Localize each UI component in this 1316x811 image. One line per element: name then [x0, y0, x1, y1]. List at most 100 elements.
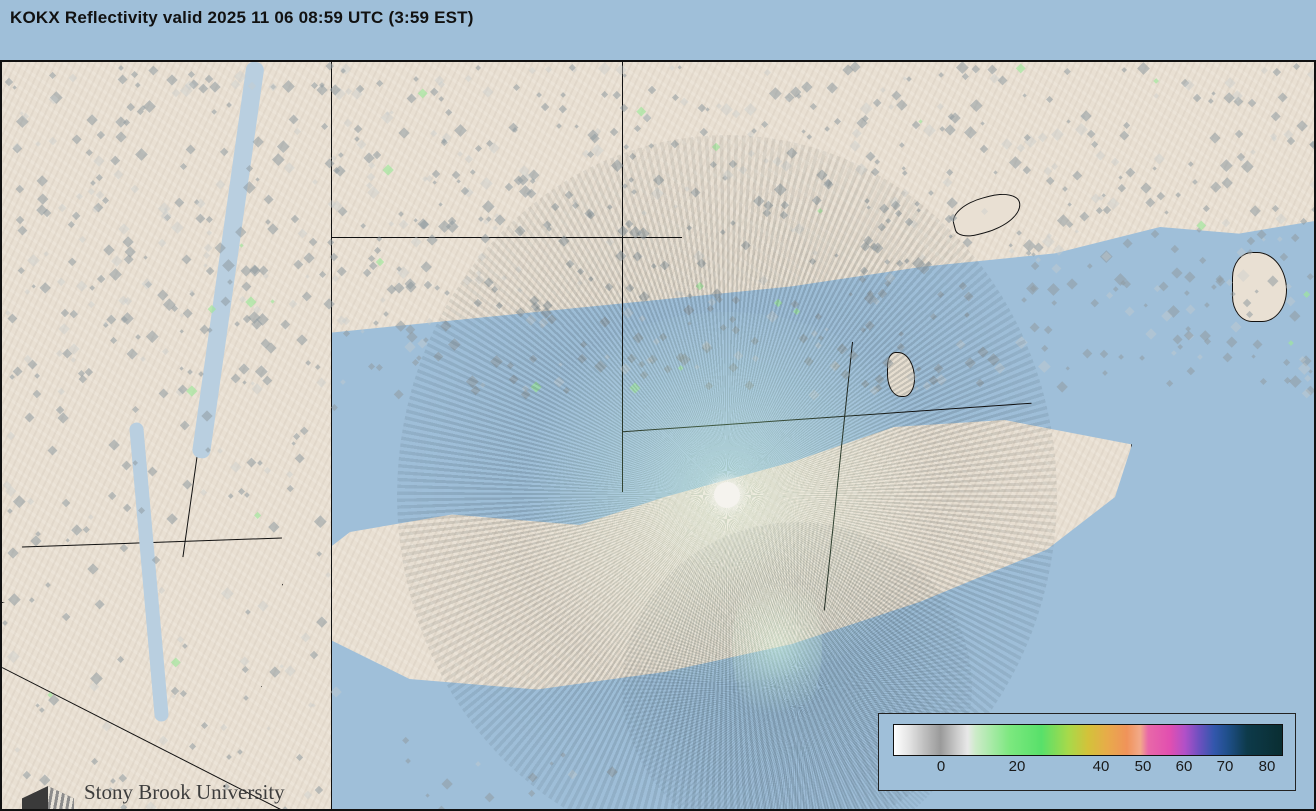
ground-clutter-dot [1038, 360, 1050, 372]
ground-clutter-dot [76, 193, 83, 200]
ground-clutter-dot [342, 330, 349, 337]
ground-clutter-dot [56, 350, 63, 357]
ground-clutter-dot [426, 234, 438, 246]
ground-clutter-dot [980, 122, 984, 126]
ground-clutter-dot [36, 703, 41, 708]
ground-clutter-dot [157, 290, 168, 301]
ground-clutter-dot [1065, 366, 1070, 371]
ground-clutter-dot [1046, 96, 1053, 103]
ground-clutter-dot [208, 305, 216, 313]
tick-70: 70 [1217, 758, 1234, 775]
ground-clutter-dot [454, 125, 467, 138]
colorbar-legend: 0 20 40 50 60 70 80 [878, 713, 1296, 791]
ground-clutter-dot [406, 331, 417, 342]
ground-clutter-dot [143, 101, 156, 114]
ground-clutter-dot [937, 103, 944, 110]
ground-clutter-dot [185, 144, 195, 154]
ground-clutter-dot [88, 514, 93, 519]
ground-clutter-dot [366, 173, 375, 182]
ground-clutter-dot [30, 536, 41, 547]
radar-green-glow-secondary [732, 562, 822, 732]
ground-clutter-dot [1221, 219, 1230, 228]
ground-clutter-dot [138, 507, 145, 514]
ground-clutter-dot [234, 321, 240, 327]
ground-clutter-dot [110, 337, 117, 344]
ground-clutter-dot [144, 255, 148, 259]
ground-clutter-dot [238, 364, 249, 375]
ground-clutter-dot [1184, 330, 1195, 341]
ground-clutter-dot [206, 230, 212, 236]
ground-clutter-dot [362, 269, 371, 278]
ground-clutter-dot [264, 194, 274, 204]
ground-clutter-dot [1186, 366, 1194, 374]
ground-clutter-dot [1286, 296, 1296, 306]
ground-clutter-dot [296, 754, 303, 761]
ground-clutter-dot [226, 755, 232, 761]
logo-line1: Stony Brook University [84, 780, 285, 805]
ground-clutter-dot [1037, 132, 1047, 142]
ground-clutter-dot [1307, 68, 1316, 81]
ground-clutter-dot [159, 736, 168, 745]
ground-clutter-dot [923, 124, 935, 136]
ground-clutter-dot [71, 135, 82, 146]
ground-clutter-dot [162, 348, 169, 355]
ground-clutter-dot [956, 61, 968, 73]
ground-clutter-dot [944, 124, 956, 136]
ground-clutter-dot [278, 141, 290, 153]
ground-clutter-dot [109, 268, 122, 281]
ground-clutter-dot [4, 78, 12, 86]
ground-clutter-dot [243, 695, 249, 701]
ground-clutter-dot [83, 526, 90, 533]
ground-clutter-dot [529, 67, 536, 74]
ground-clutter-dot [323, 298, 335, 310]
ground-clutter-dot [179, 420, 190, 431]
ground-clutter-dot [810, 103, 817, 110]
ground-clutter-dot [221, 587, 233, 599]
ground-clutter-dot [9, 593, 21, 605]
ground-clutter-dot [108, 492, 117, 501]
ground-clutter-dot [1237, 270, 1249, 282]
ground-clutter-dot [244, 492, 250, 498]
ground-clutter-dot [1125, 168, 1135, 178]
ground-clutter-dot [1066, 119, 1070, 123]
ground-clutter-dot [1175, 192, 1181, 198]
ground-clutter-dot [111, 156, 120, 165]
ground-clutter-dot [39, 283, 51, 295]
ground-clutter-dot [475, 65, 481, 71]
ground-clutter-dot [88, 188, 94, 194]
ground-clutter-dot [1030, 323, 1040, 333]
ground-clutter-dot [513, 84, 520, 91]
ground-clutter-dot [215, 180, 225, 190]
ground-clutter-dot [288, 485, 294, 491]
ground-clutter-dot [357, 139, 367, 149]
ground-clutter-dot [195, 213, 205, 223]
map-title: KOKX Reflectivity valid 2025 11 06 08:59… [10, 8, 474, 28]
ground-clutter-dot [559, 104, 567, 112]
ground-clutter-dot [384, 311, 390, 317]
ground-clutter-dot [402, 737, 410, 745]
ground-clutter-dot [35, 531, 41, 537]
ground-clutter-dot [22, 771, 30, 779]
ground-clutter-dot [406, 93, 416, 103]
ground-clutter-dot [127, 348, 139, 360]
ground-clutter-dot [43, 209, 52, 218]
ground-clutter-dot [388, 221, 394, 227]
ground-clutter-dot [965, 126, 977, 138]
ground-clutter-dot [1154, 285, 1161, 292]
ground-clutter-dot [1054, 244, 1065, 255]
ground-clutter-dot [438, 96, 444, 102]
clutter-field-west [2, 362, 332, 811]
ground-clutter-dot [970, 99, 982, 111]
ground-clutter-dot [1204, 302, 1210, 308]
ground-clutter-dot [482, 86, 493, 97]
ground-clutter-dot [293, 433, 300, 440]
ground-clutter-dot [76, 280, 87, 291]
ground-clutter-dot [309, 237, 318, 246]
ground-clutter-dot [1150, 230, 1159, 239]
ground-clutter-dot [1242, 299, 1251, 308]
ground-clutter-dot [598, 62, 611, 75]
ground-clutter-dot [229, 494, 234, 499]
ground-clutter-dot [1145, 328, 1157, 340]
ground-clutter-dot [438, 202, 442, 206]
ground-clutter-dot [288, 115, 298, 125]
